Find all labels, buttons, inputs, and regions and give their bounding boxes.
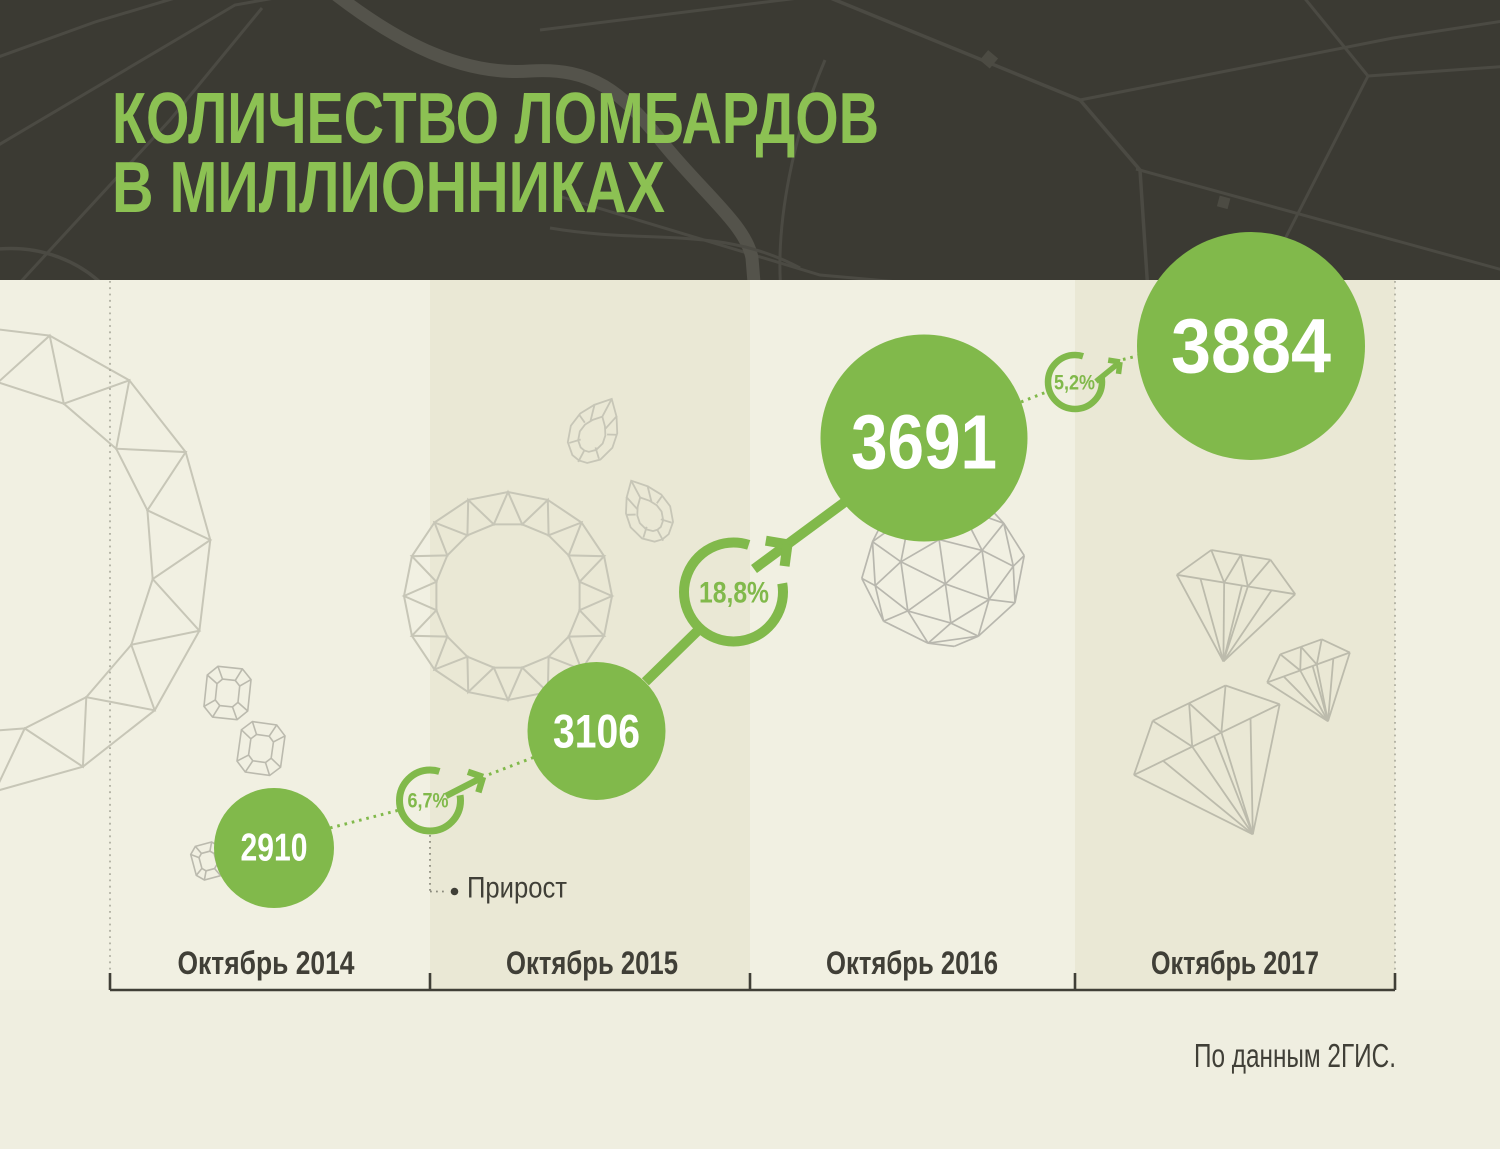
svg-text:Прирост: Прирост xyxy=(467,872,567,905)
svg-text:В МИЛЛИОННИКАХ: В МИЛЛИОННИКАХ xyxy=(112,148,665,228)
svg-text:6,7%: 6,7% xyxy=(408,790,449,813)
svg-text:По данным 2ГИС.: По данным 2ГИС. xyxy=(1194,1037,1396,1074)
svg-text:18,8%: 18,8% xyxy=(699,577,769,610)
svg-text:Октябрь 2017: Октябрь 2017 xyxy=(1151,945,1319,981)
svg-text:2910: 2910 xyxy=(241,827,308,870)
svg-text:3691: 3691 xyxy=(851,400,997,486)
svg-text:3884: 3884 xyxy=(1171,304,1331,390)
svg-text:3106: 3106 xyxy=(553,705,640,758)
svg-text:КОЛИЧЕСТВО ЛОМБАРДОВ: КОЛИЧЕСТВО ЛОМБАРДОВ xyxy=(112,79,879,159)
svg-text:5,2%: 5,2% xyxy=(1054,371,1095,395)
svg-text:Октябрь 2015: Октябрь 2015 xyxy=(506,945,678,981)
svg-text:Октябрь 2016: Октябрь 2016 xyxy=(826,945,998,981)
svg-text:Октябрь 2014: Октябрь 2014 xyxy=(178,945,355,981)
